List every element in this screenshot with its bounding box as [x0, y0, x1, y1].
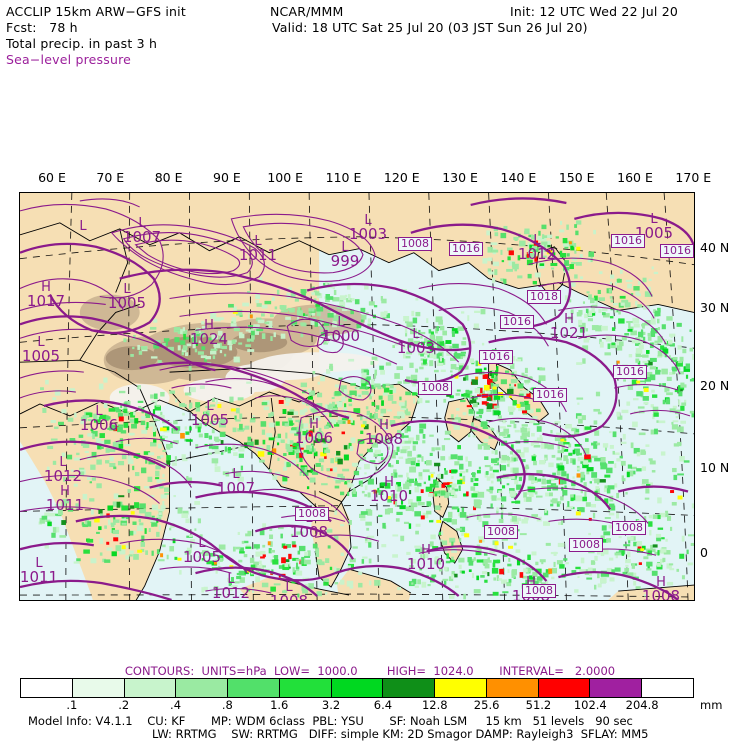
lon-tick-label: 140 E: [500, 170, 537, 185]
map-graphics: [20, 193, 694, 600]
lon-tick-label: 90 E: [213, 170, 241, 185]
lat-tick-label: 0: [700, 545, 708, 560]
colorbar-tick-label: 12.8: [421, 698, 448, 712]
colorbar-ticks: .1 .2 .4 .8 1.6 3.2 6.4 12.8 25.6 51.2 102.4 204.8: [20, 698, 694, 712]
colorbar-tick-label: 51.2: [525, 698, 552, 712]
colorbar-segment: [641, 679, 693, 697]
lon-tick-label: 120 E: [383, 170, 420, 185]
colorbar-segment: [227, 679, 279, 697]
contour-value-box: 1016: [611, 234, 645, 248]
lon-tick-label: 150 E: [558, 170, 595, 185]
colorbar-tick-label: 204.8: [625, 698, 659, 712]
colorbar-tick-label: .1: [66, 698, 78, 712]
colorbar-segment: [71, 679, 124, 697]
valid-time: Valid: 18 UTC Sat 25 Jul 20 (03 JST Sun …: [272, 20, 588, 35]
contour-value-box: 1018: [527, 290, 561, 304]
colorbar-tick-label: .4: [170, 698, 182, 712]
precip-colorbar: [20, 678, 694, 698]
contour-value-box: 1008: [522, 584, 556, 598]
contour-info-line: CONTOURS: UNITS=hPa LOW= 1000.0 HIGH= 10…: [124, 664, 616, 678]
colorbar-segment: [382, 679, 435, 697]
lat-tick-label: 30 N: [700, 300, 730, 315]
contour-value-box: 1008: [569, 538, 603, 552]
colorbar-segment: [434, 679, 486, 697]
field-precip-label: Total precip. in past 3 h: [6, 36, 158, 51]
colorbar-segment: [278, 679, 331, 697]
model-info-line-2: LW: RRTMG SW: RRTMG DIFF: simple KM: 2D …: [152, 727, 649, 741]
colorbar-tick-label: .2: [118, 698, 130, 712]
colorbar-tick-label: .8: [221, 698, 233, 712]
colorbar-tick-label: 102.4: [573, 698, 607, 712]
lat-tick-label: 10 N: [700, 460, 730, 475]
lon-tick-label: 60 E: [38, 170, 66, 185]
colorbar-segment: [485, 679, 538, 697]
colorbar-tick-label: 25.6: [473, 698, 500, 712]
lon-tick-label: 170 E: [675, 170, 712, 185]
contour-value-box: 1008: [295, 507, 329, 521]
init-time: Init: 12 UTC Wed 22 Jul 20: [510, 4, 679, 19]
colorbar-segment: [123, 679, 176, 697]
contour-value-box: 1016: [449, 242, 483, 256]
lat-tick-label: 20 N: [700, 378, 730, 393]
lon-tick-label: 80 E: [154, 170, 183, 185]
colorbar-tick-label: 6.4: [373, 698, 393, 712]
contour-value-box: 1008: [418, 381, 452, 395]
forecast-hour: Fcst: 78 h: [6, 20, 78, 35]
contour-value-box: 1016: [479, 350, 513, 364]
model-title: ACCLIP 15km ARW−GFS init: [6, 4, 186, 19]
colorbar-segment: [537, 679, 590, 697]
model-info-line-1: Model Info: V4.1.1 CU: KF MP: WDM 6class…: [28, 714, 633, 728]
contour-value-box: 1016: [613, 365, 647, 379]
lon-tick-label: 110 E: [325, 170, 362, 185]
field-slp-label: Sea−level pressure: [6, 52, 132, 67]
lon-tick-label: 70 E: [96, 170, 125, 185]
lon-tick-label: 130 E: [442, 170, 478, 185]
contour-value-box: 1008: [612, 521, 646, 535]
colorbar-tick-label: 1.6: [270, 698, 289, 712]
contour-value-box: 1016: [500, 315, 534, 329]
lon-tick-label: 160 E: [617, 170, 653, 185]
contour-value-box: 1008: [398, 237, 432, 251]
center-label: NCAR/MMM: [270, 4, 344, 19]
colorbar-segment: [589, 679, 642, 697]
colorbar-unit-label: mm: [700, 698, 723, 712]
lat-tick-label: 40 N: [700, 240, 730, 255]
colorbar-segment: [175, 679, 228, 697]
contour-value-box: 1008: [484, 525, 518, 539]
contour-value-box: 1016: [660, 244, 694, 258]
map-canvas[interactable]: L H 1017 L 1005 L 1005 L 1007 L 1011 H 1024 L 999 L 1003…: [19, 192, 695, 601]
colorbar-tick-label: 3.2: [321, 698, 341, 712]
colorbar-segment: [330, 679, 383, 697]
lon-tick-label: 100 E: [267, 170, 304, 185]
colorbar-segment: [21, 679, 72, 697]
contour-value-box: 1016: [533, 388, 567, 402]
